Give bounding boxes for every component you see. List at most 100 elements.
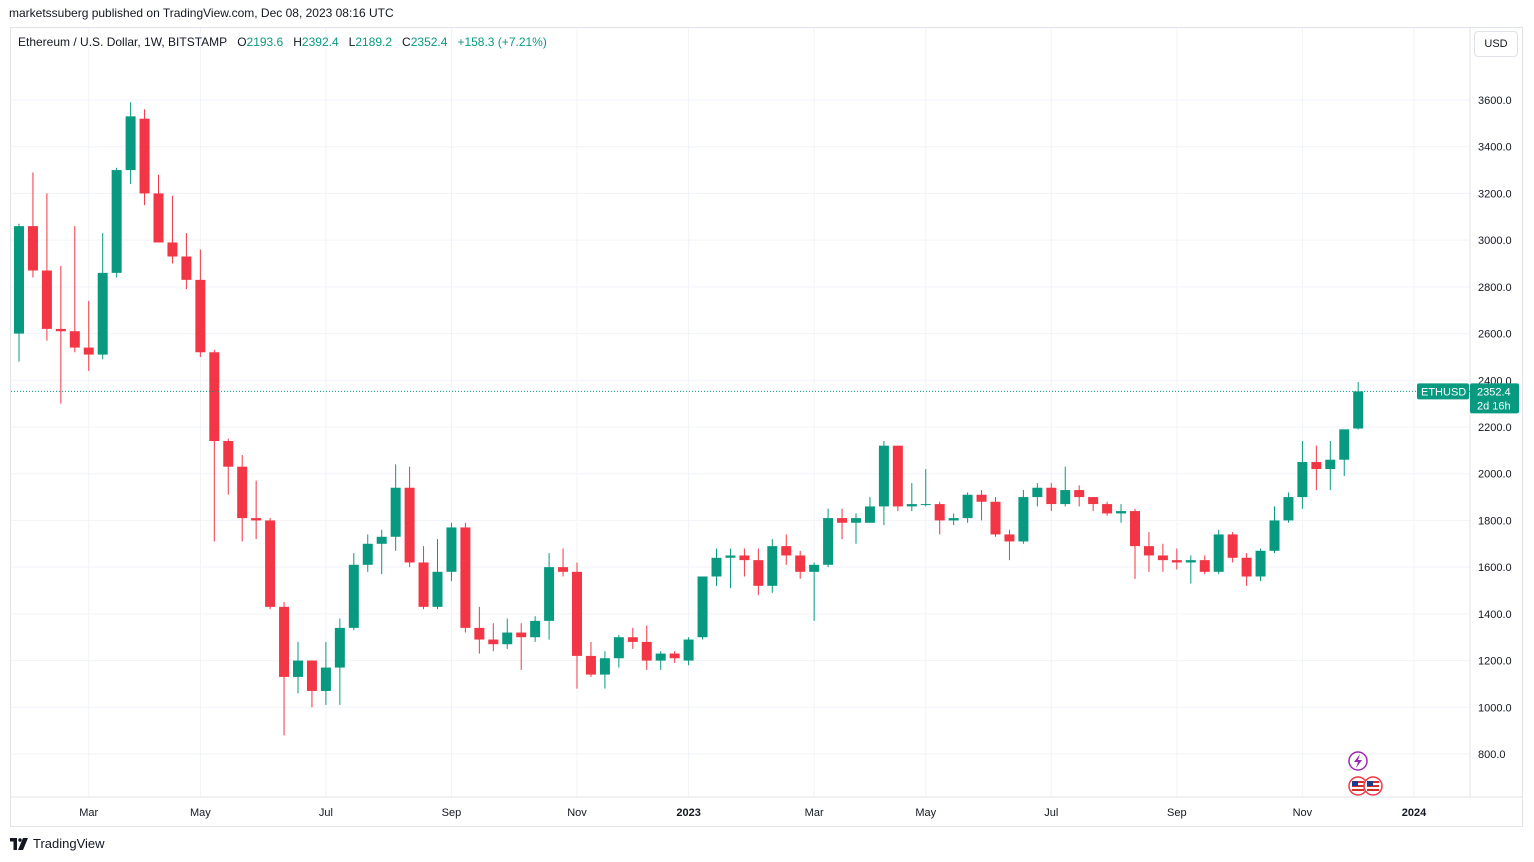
candle-body xyxy=(809,564,820,572)
candle-body xyxy=(348,564,359,628)
x-tick-label: 2024 xyxy=(1402,807,1427,819)
candle-body xyxy=(906,504,917,507)
candle-down xyxy=(892,445,903,512)
event-markers[interactable] xyxy=(1348,751,1383,796)
candle-body xyxy=(1102,504,1113,514)
candle-up xyxy=(544,553,555,640)
candle-body xyxy=(655,653,666,661)
candles xyxy=(14,102,1364,736)
legend-close-value: 2352.4 xyxy=(410,35,448,49)
legend-open-value: 2193.6 xyxy=(246,35,284,49)
lightning-icon[interactable] xyxy=(1348,751,1368,771)
candle-body xyxy=(962,494,973,519)
candle-down xyxy=(1199,555,1210,575)
candle-body xyxy=(404,487,415,563)
currency-button[interactable]: USD xyxy=(1474,31,1518,57)
candle-down xyxy=(306,660,317,708)
candle-up xyxy=(697,576,708,640)
chart-grid xyxy=(11,28,1470,797)
candle-body xyxy=(334,627,345,668)
candle-down xyxy=(753,548,764,596)
candle-body xyxy=(474,627,485,640)
candle-body xyxy=(97,272,108,355)
candle-down xyxy=(27,172,38,278)
candle-body xyxy=(530,620,541,638)
candle-up xyxy=(1269,506,1280,554)
candle-body xyxy=(669,653,680,659)
x-tick-label: Nov xyxy=(567,807,587,819)
candle-down xyxy=(1102,501,1113,516)
candle-body xyxy=(111,170,122,273)
footer-branding[interactable]: TradingView xyxy=(10,836,105,851)
candle-up xyxy=(530,616,541,642)
candle-body xyxy=(209,352,220,442)
candle-body xyxy=(1171,560,1182,563)
candle-body xyxy=(265,520,276,607)
candle-body xyxy=(683,639,694,661)
candle-body xyxy=(1339,429,1350,460)
x-tick-label: Jul xyxy=(1044,807,1058,819)
candle-up xyxy=(320,641,331,705)
candle-body xyxy=(725,555,736,558)
candle-up xyxy=(655,651,666,670)
candle-body xyxy=(1213,534,1224,572)
us-flag-icon[interactable] xyxy=(1363,776,1383,796)
y-tick-label: 1200.0 xyxy=(1478,656,1512,668)
candle-up xyxy=(1297,441,1308,509)
candle-up xyxy=(111,167,122,278)
candle-body xyxy=(795,555,806,572)
candle-down xyxy=(251,480,262,540)
legend-high-value: 2392.4 xyxy=(301,35,339,49)
candle-down xyxy=(934,501,945,535)
candle-body xyxy=(1185,560,1196,563)
candle-up xyxy=(1283,492,1294,523)
candle-body xyxy=(641,641,652,661)
candle-up xyxy=(1116,504,1127,523)
last-price-tag: ETHUSD 2352.4 2d 16h xyxy=(1417,383,1519,414)
x-tick-label: Sep xyxy=(1167,807,1187,819)
candle-up xyxy=(14,223,24,362)
candle-up xyxy=(334,618,345,705)
legend-high-label: H xyxy=(293,35,302,49)
candle-body xyxy=(627,637,638,642)
candle-body xyxy=(892,445,903,507)
candle-body xyxy=(613,637,624,659)
y-tick-label: 3600.0 xyxy=(1478,95,1512,107)
y-tick-label: 2000.0 xyxy=(1478,469,1512,481)
legend-close-label: C xyxy=(402,35,411,49)
candle-up xyxy=(948,513,959,526)
candle-down xyxy=(69,226,80,353)
candle-down xyxy=(41,193,52,341)
candle-down xyxy=(558,548,569,577)
candle-body xyxy=(711,557,722,577)
candle-body xyxy=(1143,546,1154,556)
candle-body xyxy=(83,347,94,355)
candle-body xyxy=(837,518,848,523)
candle-body xyxy=(753,560,764,586)
candle-body xyxy=(153,193,164,243)
x-tick-label: Jul xyxy=(319,807,333,819)
candle-body xyxy=(585,655,596,675)
candle-up xyxy=(711,548,722,586)
candle-body xyxy=(1060,490,1071,505)
candle-body xyxy=(237,466,248,519)
candle-body xyxy=(293,660,303,677)
candle-body xyxy=(558,567,569,572)
tag-price-box xyxy=(1470,383,1519,414)
candle-down xyxy=(585,641,596,677)
publisher-caption: marketssuberg published on TradingView.c… xyxy=(9,6,394,20)
candle-down xyxy=(139,109,150,206)
candle-body xyxy=(1311,462,1322,470)
candle-up xyxy=(390,464,401,551)
candle-down xyxy=(572,562,582,689)
y-tick-label: 1600.0 xyxy=(1478,562,1512,574)
candle-up xyxy=(767,539,778,593)
candle-up xyxy=(1255,548,1266,582)
candle-down xyxy=(795,550,806,579)
tag-symbol-box xyxy=(1417,383,1469,400)
time-axis[interactable]: Mar May Jul Sep Nov 2023 Mar May Jul Sep Nov 2024 xyxy=(11,796,1522,819)
y-tick-label: 1000.0 xyxy=(1478,702,1512,714)
candle-down xyxy=(167,195,178,264)
candle-body xyxy=(223,441,234,467)
